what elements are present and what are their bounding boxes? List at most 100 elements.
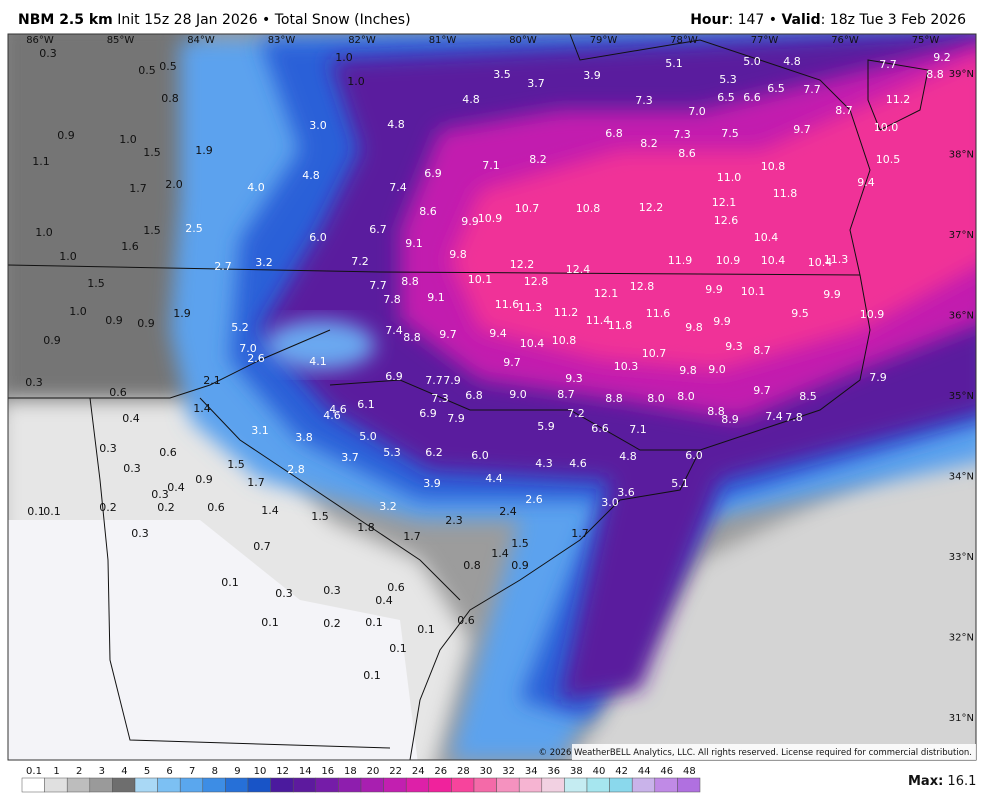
colorbar-cell [315, 777, 339, 793]
snow-value: 1.5 [227, 458, 245, 471]
snow-value: 10.9 [478, 212, 503, 225]
snow-value: 10.1 [741, 285, 766, 298]
snow-value: 6.0 [685, 449, 703, 462]
snow-value: 5.1 [671, 477, 689, 490]
colorbar-label: 22 [389, 766, 402, 777]
snow-value: 4.6 [329, 403, 347, 416]
snow-value: 8.7 [753, 344, 771, 357]
colorbar-cell [225, 777, 249, 793]
snow-value: 0.6 [109, 386, 127, 399]
colorbar-cell [247, 777, 271, 793]
snow-value: 5.9 [537, 420, 555, 433]
snow-value: 12.2 [510, 258, 535, 271]
copyright-bg [572, 744, 976, 760]
snow-value: 9.8 [449, 248, 467, 261]
snow-value: 1.0 [35, 226, 53, 239]
snow-value: 11.6 [646, 307, 671, 320]
snow-value: 5.3 [719, 73, 737, 86]
max-value: 16.1 [943, 774, 976, 789]
snow-value: 7.7 [879, 58, 897, 71]
snow-value: 6.9 [424, 167, 442, 180]
latitude-label: 32°N [949, 633, 974, 644]
snow-value: 7.3 [635, 94, 653, 107]
snow-value: 2.4 [499, 505, 517, 518]
snow-value: 7.8 [383, 293, 401, 306]
snow-value: 1.9 [195, 144, 213, 157]
snow-value: 11.0 [717, 171, 742, 184]
snow-value: 7.0 [239, 342, 257, 355]
snow-value: 6.0 [471, 449, 489, 462]
snow-value: 2.6 [247, 352, 265, 365]
snow-value: 7.2 [567, 407, 585, 420]
longitude-label: 86°W [26, 35, 54, 46]
snow-value: 1.6 [121, 240, 139, 253]
copyright: © 2026 WeatherBELL Analytics, LLC. All r… [539, 748, 972, 758]
snow-value: 12.8 [630, 280, 655, 293]
colorbar-cell [451, 777, 475, 793]
snow-value: 12.4 [566, 263, 591, 276]
snow-value: 0.6 [159, 446, 177, 459]
snow-value: 8.2 [640, 137, 658, 150]
colorbar-label: 20 [367, 766, 380, 777]
snow-value: 1.1 [32, 155, 50, 168]
snow-value: 8.5 [799, 390, 817, 403]
snow-value: 8.8 [605, 392, 623, 405]
snow-value: 12.2 [639, 201, 664, 214]
snow-value: 6.8 [465, 389, 483, 402]
snow-value: 3.9 [583, 69, 601, 82]
snow-value: 6.5 [717, 91, 735, 104]
snow-field [8, 34, 976, 760]
valid-key: Valid [781, 12, 821, 28]
snow-value: 5.2 [231, 321, 249, 334]
snow-value: 9.7 [439, 328, 457, 341]
snow-value: 10.8 [552, 334, 577, 347]
colorbar-label: 12 [276, 766, 289, 777]
snow-value: 0.5 [138, 64, 156, 77]
snow-value: 10.7 [515, 202, 540, 215]
snow-value: 1.5 [311, 510, 329, 523]
snow-value: 9.9 [705, 283, 723, 296]
snow-value: 2.6 [525, 493, 543, 506]
snow-value: 6.7 [369, 223, 387, 236]
snow-value: 1.7 [571, 527, 589, 540]
longitude-label: 78°W [670, 35, 698, 46]
latitude-label: 35°N [949, 391, 974, 402]
snow-value: 8.7 [557, 388, 575, 401]
snow-value: 3.5 [493, 68, 511, 81]
snow-value: 11.8 [773, 187, 798, 200]
snow-value: 10.4 [754, 231, 779, 244]
snow-value: 0.8 [161, 92, 179, 105]
snow-value: 0.9 [511, 559, 529, 572]
hour-key: Hour [690, 12, 729, 28]
snow-value: 7.5 [721, 127, 739, 140]
longitude-label: 83°W [268, 35, 296, 46]
colorbar-label: 24 [412, 766, 425, 777]
snow-value: 2.3 [445, 514, 463, 527]
colorbar-label: 2 [76, 766, 82, 777]
snow-value: 10.8 [761, 160, 786, 173]
snow-value: 0.8 [463, 559, 481, 572]
snow-value: 10.0 [874, 121, 899, 134]
snow-value: 0.1 [221, 576, 239, 589]
snow-value: 12.8 [524, 275, 549, 288]
snow-value: 0.6 [207, 501, 225, 514]
snow-value: 11.4 [586, 314, 611, 327]
colorbar-cell [112, 777, 136, 793]
snow-value: 3.6 [617, 486, 635, 499]
colorbar-cell [405, 777, 430, 793]
header-right: Hour: 147 • Valid: 18z Tue 3 Feb 2026 [690, 12, 966, 28]
snow-labels: 0.3 0.5 0.5 0.8 1.0 1.0 3.5 3.7 3.9 5.1 5.0 4.8 7.7 9… [25, 47, 951, 682]
snow-value: 0.3 [99, 442, 117, 455]
snow-value: 5.3 [383, 446, 401, 459]
longitude-label: 84°W [187, 35, 215, 46]
colorbar-label: 14 [299, 766, 312, 777]
colorbar-cell [654, 777, 678, 793]
snow-value: 4.8 [783, 55, 801, 68]
snow-value: 5.0 [359, 430, 377, 443]
snow-value: 9.3 [565, 372, 583, 385]
snow-value: 8.6 [419, 205, 437, 218]
colorbar-label: 32 [502, 766, 515, 777]
colorbar-label: 26 [434, 766, 447, 777]
snow-value: 2.5 [185, 222, 203, 235]
snow-value: 9.1 [427, 291, 445, 304]
